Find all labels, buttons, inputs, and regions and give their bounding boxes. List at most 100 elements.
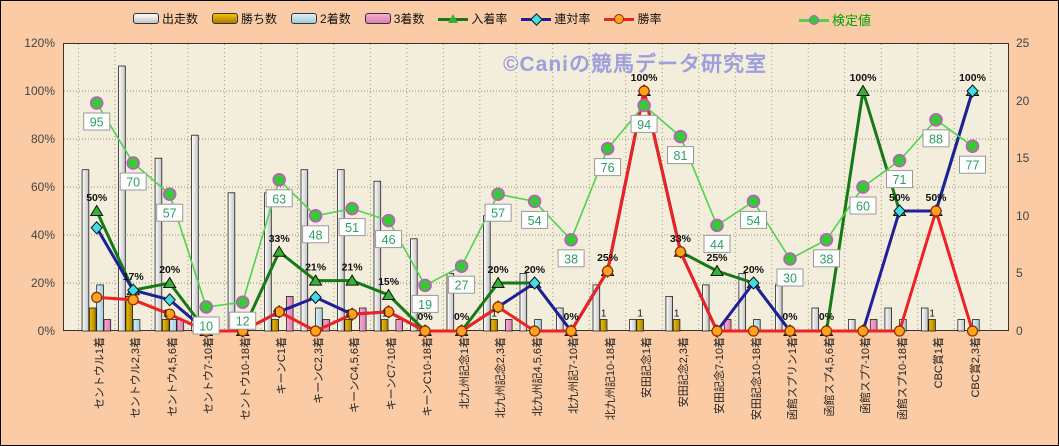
legend-item-quinella: 連対率 [521,10,590,27]
x-axis-label: セントウ10-18着 [239,337,252,421]
kentei-label: 60 [856,200,870,214]
kentei-label-box [594,158,622,177]
winrate-marker-circle [638,85,650,97]
x-axis-label: CBC賞2,3着 [969,337,982,398]
x-axis-label: 函館スプ10-18着 [896,337,909,421]
count-label: 1 [382,309,388,320]
kentei-marker-circle [856,180,870,194]
bar-wins [89,307,97,332]
pct-label: 0% [418,311,434,323]
place-legend-marker-icon [448,13,459,23]
x-axis-label: 函館スプ4,5,6着 [823,337,836,417]
y-axis-left-tick: 60% [30,180,55,194]
bar-runs [957,319,966,332]
bar-runs [264,192,272,332]
third-legend-swatch-icon [364,13,391,24]
kentei-marker-circle [637,98,651,113]
bar-third [358,307,367,332]
place-marker-triangle [381,288,396,300]
kentei-label-box [448,275,476,294]
y-axis-left-tick: 20% [30,276,55,290]
x-axis-label: キーンC7-10着 [385,337,398,411]
winrate-marker-circle [310,325,322,337]
kentei-marker-circle [418,278,432,293]
pct-label: 20% [159,264,181,276]
winrate-marker-circle [383,306,395,318]
kentei-legend-marker-icon [809,14,819,25]
kentei-marker-circle [199,300,213,314]
kentei-label-box [740,210,767,229]
kentei-label-box [484,203,512,222]
x-axis-label: キーンC4,5,6着 [349,337,362,413]
kentei-marker-circle [126,156,140,170]
quinella-marker-diamond [528,276,541,290]
winrate-legend-marker-icon [614,13,625,24]
pct-label: 33% [269,233,291,245]
bar-wins [636,319,644,332]
place-marker-triangle [710,264,724,276]
place-marker-triangle [308,274,323,286]
kentei-label: 76 [601,161,615,175]
bar-third [103,319,112,332]
legend-item-second: 2着数 [291,10,351,27]
pct-label: 25% [597,252,619,264]
quinella-marker-diamond [747,276,760,290]
winrate-marker-circle [857,325,869,337]
count-label: 1 [929,309,935,320]
winrate-marker-circle [747,325,760,337]
x-axis-label: 北九州記4,5,6着 [531,337,544,417]
x-axis-label: 安田記念2,3着 [677,337,690,408]
bar-third [869,319,878,332]
legend-label-wins: 勝ち数 [241,12,278,26]
kentei-label-box [192,316,220,335]
bar-wins [672,319,681,332]
kentei-marker-circle [600,141,615,156]
pct-label: 100% [959,72,987,84]
legend-item-place: 入着率 [438,10,507,27]
pct-label: 21% [342,262,364,274]
winrate-marker-circle [601,265,614,277]
winrate-marker-circle [711,325,723,337]
second-legend-swatch-icon [291,13,318,24]
kentei-label-box [119,172,147,191]
wins-legend-swatch-icon [212,13,239,24]
winrate-marker-circle [893,325,906,337]
pct-label: 15% [378,276,400,288]
bar-runs [921,307,929,332]
kentei-label: 71 [893,173,907,187]
x-axis-label: セントウル1着 [93,337,106,410]
pct-label: 0% [454,311,470,323]
kentei-label: 51 [345,221,359,235]
count-label: 1 [273,309,279,320]
kentei-label-box [375,230,403,249]
legend-item-winrate: 勝率 [604,10,661,27]
kentei-label: 77 [966,159,980,173]
bar-runs [154,157,163,332]
pct-label: 50% [86,192,108,204]
kentei-marker-circle [746,194,761,209]
pct-label: 0% [782,311,798,323]
winrate-marker-circle [419,325,431,337]
winrate-marker-circle [674,246,687,258]
kentei-marker-circle [527,194,542,209]
kentei-label: 54 [747,214,761,228]
kentei-label-box [849,196,877,215]
bar-wins [161,319,170,332]
x-axis-label: セントウ7-10着 [203,337,216,415]
kentei-label: 19 [418,298,432,312]
bar-wins [380,319,389,332]
kentei-label-box [776,268,804,287]
bar-runs [373,180,382,332]
kentei-label: 63 [272,192,286,206]
kentei-marker-circle [892,153,907,168]
winrate-marker-circle [456,325,468,337]
bar-third [504,319,513,332]
place-marker-triangle [89,204,104,216]
bar-wins [344,319,352,332]
bar-runs [884,307,893,332]
kentei-label-box [83,112,111,131]
pct-label: 100% [850,72,878,84]
bar-runs [629,319,637,332]
y-axis-left-tick: 80% [30,132,55,146]
kentei-label-box [302,225,330,244]
